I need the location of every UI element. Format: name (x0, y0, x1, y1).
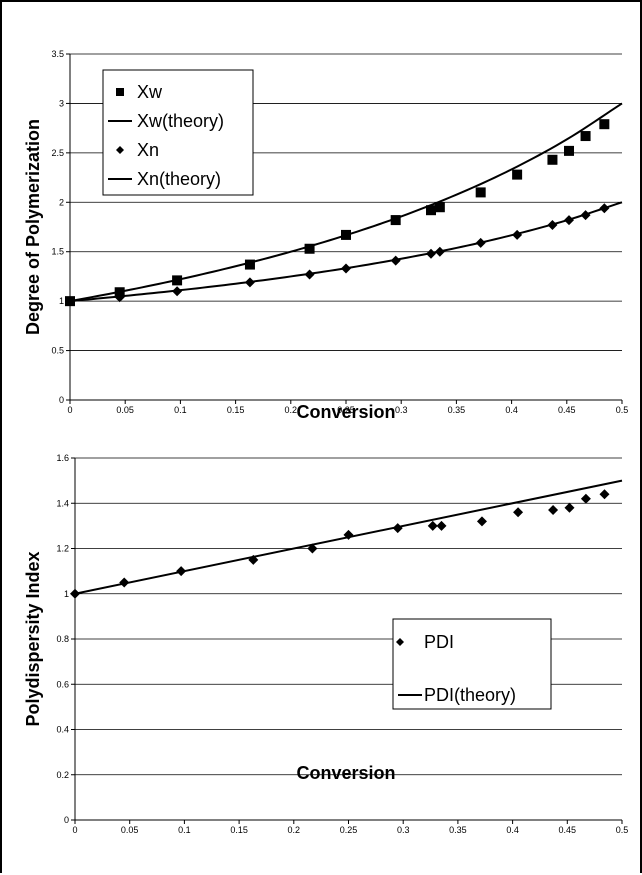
series-pdi-theory- (74, 479, 623, 595)
y-tick-label: 1 (64, 589, 69, 599)
y-axis-title: Polydispersity Index (23, 551, 43, 726)
data-point (426, 205, 437, 216)
legend-label: Xn (137, 140, 159, 160)
data-point (599, 119, 610, 130)
data-point (547, 154, 558, 165)
legend-label: PDI(theory) (424, 685, 516, 705)
y-axis-title: Degree of Polymerization (23, 119, 43, 335)
x-tick-label: 0.35 (449, 825, 467, 835)
x-tick-label: 0.25 (340, 825, 358, 835)
y-tick-label: 1 (59, 296, 64, 306)
y-tick-label: 0 (59, 395, 64, 405)
data-point (580, 493, 591, 504)
y-tick-label: 1.6 (56, 453, 69, 463)
chart-2: 0 0.2 0.4 0.6 0.8 1 1.2 1.4 1.6 0 0.05 0.1 0.15 0.2 0.… (23, 453, 628, 835)
y-tick-label: 3 (59, 98, 64, 108)
x-tick-label: 0.45 (559, 825, 577, 835)
data-point (564, 502, 575, 513)
y-tick-label: 3.5 (51, 49, 64, 59)
x-tick-label: 0.1 (174, 405, 187, 415)
x-tick-label: 0 (72, 825, 77, 835)
data-point (580, 131, 591, 142)
legend-diamond-symbol (116, 146, 124, 154)
data-point (475, 187, 486, 198)
x-tick-label: 0.4 (506, 825, 519, 835)
x-tick-label: 0.35 (448, 405, 466, 415)
x-axis-title: Conversion (296, 402, 395, 422)
y-tick-label: 0.5 (51, 346, 64, 356)
y-tick-label: 0 (64, 815, 69, 825)
data-point (304, 243, 315, 254)
y-tick-label: 1.4 (56, 498, 69, 508)
legend-square-symbol (116, 88, 124, 96)
y-tick-label: 1.5 (51, 247, 64, 257)
data-point (427, 520, 438, 531)
y-tick-label: 0.4 (56, 725, 69, 735)
y-tick-label: 0.2 (56, 770, 69, 780)
x-tick-label: 0.05 (121, 825, 139, 835)
series-line (69, 201, 623, 303)
data-point (434, 202, 445, 213)
series-xw-theory- (69, 102, 623, 303)
x-tick-label: 0 (67, 405, 72, 415)
x-tick-label: 0.1 (178, 825, 191, 835)
data-point (513, 507, 524, 518)
chart-1: 0 0.5 1 1.5 2 2.5 3 3.5 0 0.05 0.1 0.15 0.2 0.25 0.3 0.… (23, 49, 628, 422)
data-point (244, 259, 255, 270)
x-tick-label: 0.5 (616, 405, 629, 415)
x-tick-label: 0.2 (288, 825, 301, 835)
series-line (74, 479, 623, 595)
x-tick-label: 0.15 (230, 825, 248, 835)
x-tick-label: 0.3 (397, 825, 410, 835)
legend: PDI PDI(theory) (392, 618, 552, 710)
legend-box (102, 69, 254, 196)
series-xn-theory- (69, 201, 623, 303)
data-point (548, 505, 559, 516)
x-tick-label: 0.2 (285, 405, 298, 415)
y-tick-label: 0.8 (56, 634, 69, 644)
y-tick-label: 2 (59, 197, 64, 207)
data-point (512, 169, 523, 180)
x-tick-label: 0.25 (337, 405, 355, 415)
x-axis-title: Conversion (296, 763, 395, 783)
data-point (564, 145, 575, 156)
legend-label: Xn(theory) (137, 169, 221, 189)
series-line (69, 102, 623, 303)
x-tick-label: 0.05 (116, 405, 134, 415)
x-tick-label: 0.15 (227, 405, 245, 415)
y-tick-label: 0.6 (56, 679, 69, 689)
data-point (599, 489, 610, 500)
legend-diamond-symbol (396, 638, 404, 646)
legend: Xw Xw(theory) Xn Xn(theory) (102, 69, 254, 196)
data-point (436, 520, 447, 531)
legend-label: Xw (137, 82, 163, 102)
data-point (390, 215, 401, 226)
x-tick-label: 0.3 (395, 405, 408, 415)
legend-label: Xw(theory) (137, 111, 224, 131)
x-tick-label: 0.4 (505, 405, 518, 415)
x-tick-label: 0.45 (558, 405, 576, 415)
series-pdi (70, 489, 610, 599)
series-xn (65, 203, 610, 307)
legend-label: PDI (424, 632, 454, 652)
x-tick-label: 0.5 (616, 825, 629, 835)
y-tick-label: 2.5 (51, 148, 64, 158)
data-point (476, 516, 487, 527)
y-tick-label: 1.2 (56, 544, 69, 554)
